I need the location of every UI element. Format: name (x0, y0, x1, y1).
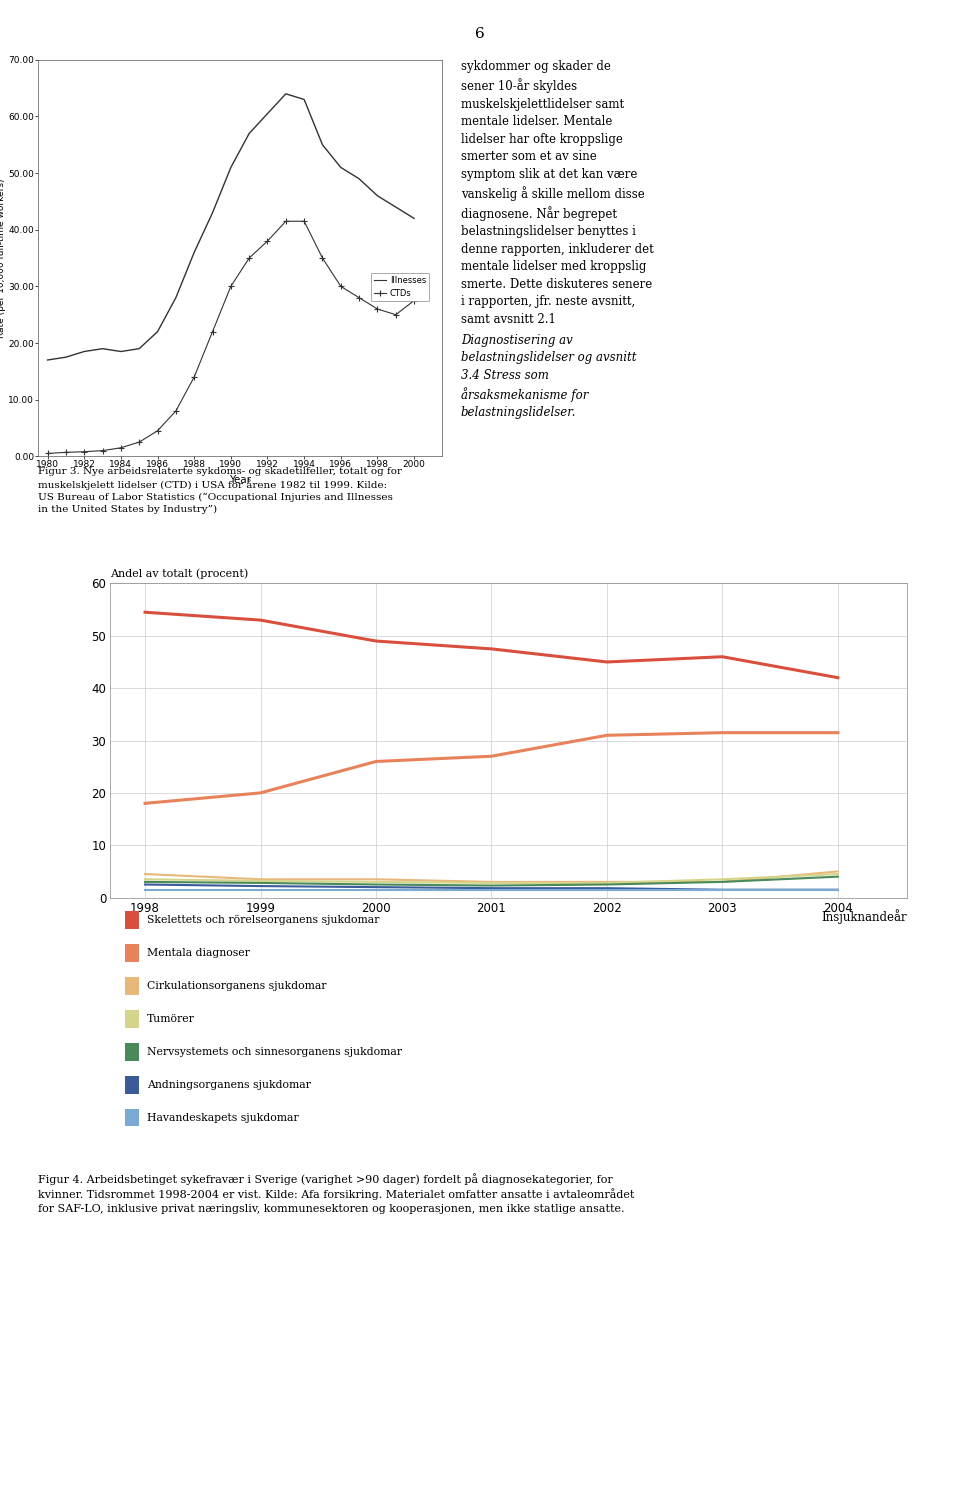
Y-axis label: Rate (per 10,000 full-time workers): Rate (per 10,000 full-time workers) (0, 178, 6, 338)
Text: Figur 3. Nye arbeidsrelaterte sykdoms- og skadetilfeller, totalt og for
muskelsk: Figur 3. Nye arbeidsrelaterte sykdoms- o… (38, 467, 402, 515)
Text: Diagnostisering av
belastningslidelser og avsnitt
3.4 Stress som
årsaksmekanisme: Diagnostisering av belastningslidelser o… (461, 334, 636, 419)
Text: Tumörer: Tumörer (147, 1014, 195, 1023)
Text: Skelettets och rörelseorganens sjukdomar: Skelettets och rörelseorganens sjukdomar (147, 916, 379, 925)
Text: Andel av totalt (procent): Andel av totalt (procent) (110, 568, 249, 579)
Text: Mentala diagnoser: Mentala diagnoser (147, 948, 250, 957)
Text: Cirkulationsorganens sjukdomar: Cirkulationsorganens sjukdomar (147, 981, 326, 990)
Text: Insjuknandeår: Insjuknandeår (822, 910, 907, 925)
Text: Andningsorganens sjukdomar: Andningsorganens sjukdomar (147, 1080, 311, 1089)
Text: Figur 4. Arbeidsbetinget sykefravær i Sverige (varighet >90 dager) fordelt på di: Figur 4. Arbeidsbetinget sykefravær i Sv… (38, 1173, 635, 1213)
Legend: Illnesses, CTDs: Illnesses, CTDs (371, 272, 429, 302)
Text: Havandeskapets sjukdomar: Havandeskapets sjukdomar (147, 1113, 299, 1122)
Text: 6: 6 (475, 27, 485, 40)
Text: sykdommer og skader de
sener 10-år skyldes
muskelskjelettlidelser samt
mentale l: sykdommer og skader de sener 10-år skyld… (461, 60, 654, 326)
Text: Nervsystemets och sinnesorganens sjukdomar: Nervsystemets och sinnesorganens sjukdom… (147, 1047, 402, 1056)
X-axis label: Year: Year (229, 476, 251, 485)
